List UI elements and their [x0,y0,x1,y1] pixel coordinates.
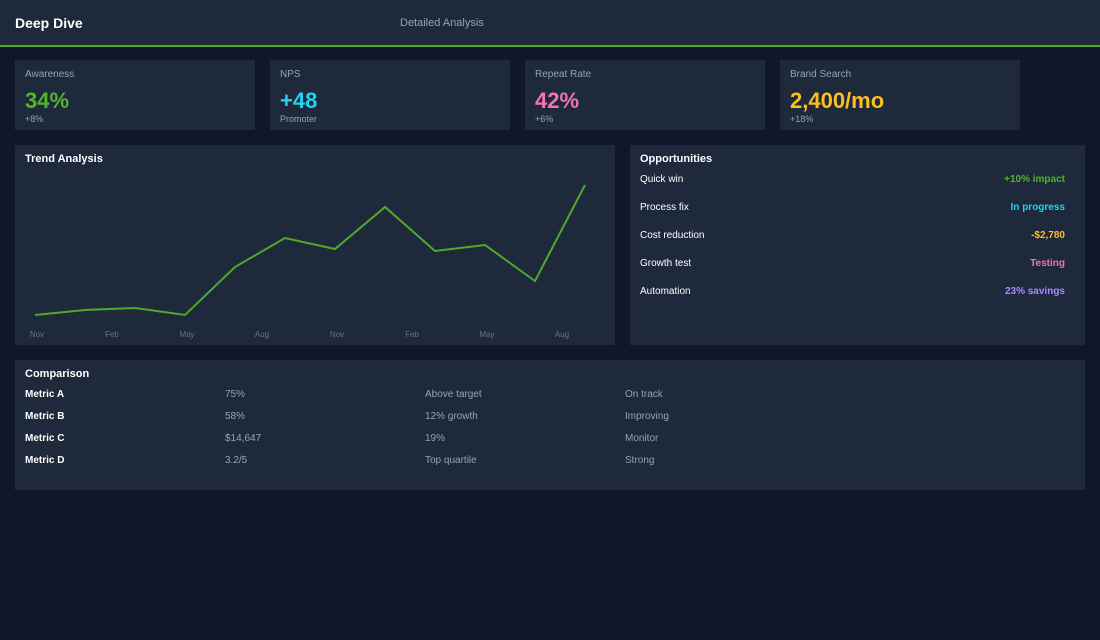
opportunity-name: Automation [640,286,691,297]
x-tick-label: May [479,330,494,339]
opportunity-value: -$2,780 [1031,230,1065,241]
kpi-label: Brand Search [790,69,852,80]
kpi-value: 34% [25,88,70,113]
table-cell: Improving [625,411,669,422]
kpi-note: +18% [790,114,814,124]
table-cell: Monitor [625,433,659,444]
header-subtitle: Detailed Analysis [400,17,484,29]
opportunity-name: Cost reduction [640,230,705,241]
panel-title: Opportunities [640,153,713,165]
trend-line [34,184,586,317]
panel-title: Comparison [25,368,90,380]
opportunity-value: In progress [1010,202,1065,213]
kpi-note: +6% [535,114,554,124]
table-cell: 3.2/5 [225,455,248,466]
trend-panel: Trend Analysis Nov Feb May Aug Nov Feb May Aug [15,145,615,345]
kpi-card: NPS +48 Promoter [270,60,510,130]
kpi-note: Promoter [280,114,318,124]
opportunity-value: 23% savings [1004,286,1065,297]
kpi-value: 2,400/mo [790,88,885,113]
kpi-label: Awareness [25,69,75,80]
table-cell: On track [625,389,663,400]
opportunity-name: Quick win [640,174,684,185]
header-title: Deep Dive [15,15,83,31]
x-tick-label: May [179,330,194,339]
x-tick-label: Nov [30,330,44,339]
table-cell: 12% growth [425,411,478,422]
kpi-card: Awareness 34% +8% [15,60,255,130]
x-tick-label: Aug [555,330,569,339]
x-tick-label: Feb [405,330,419,339]
opportunity-name: Growth test [640,258,692,269]
opportunity-value: +10% impact [1004,174,1065,185]
kpi-note: +8% [25,114,44,124]
table-cell: Metric B [25,411,65,422]
table-cell: 75% [225,389,246,400]
header: Deep Dive Detailed Analysis [0,0,1100,47]
kpi-label: Repeat Rate [535,69,592,80]
table-cell: $14,647 [225,433,262,444]
opportunity-value: Testing [1030,258,1065,269]
x-tick-label: Nov [330,330,344,339]
table-cell: Above target [425,389,482,400]
kpi-value: +48 [280,88,318,113]
x-tick-label: Aug [255,330,269,339]
kpi-card: Repeat Rate 42% +6% [525,60,765,130]
opportunity-name: Process fix [640,202,689,213]
table-cell: Metric C [25,433,65,444]
kpi-value: 42% [535,88,580,113]
table-cell: 58% [225,411,246,422]
opportunities-panel: Opportunities Quick win +10% impact Proces… [630,145,1085,345]
table-cell: 19% [425,433,446,444]
table-cell: Metric D [25,455,65,466]
table-cell: Top quartile [425,455,477,466]
panel-title: Trend Analysis [25,153,103,165]
table-cell: Metric A [25,389,65,400]
comparison-panel: Comparison Metric A 75% Above target On tra… [15,360,1085,490]
kpi-card: Brand Search 2,400/mo +18% [780,60,1020,130]
x-tick-label: Feb [105,330,119,339]
kpi-label: NPS [280,69,301,80]
chart: Nov Feb May Aug Nov Feb May Aug [30,184,586,339]
table-cell: Strong [625,455,655,466]
